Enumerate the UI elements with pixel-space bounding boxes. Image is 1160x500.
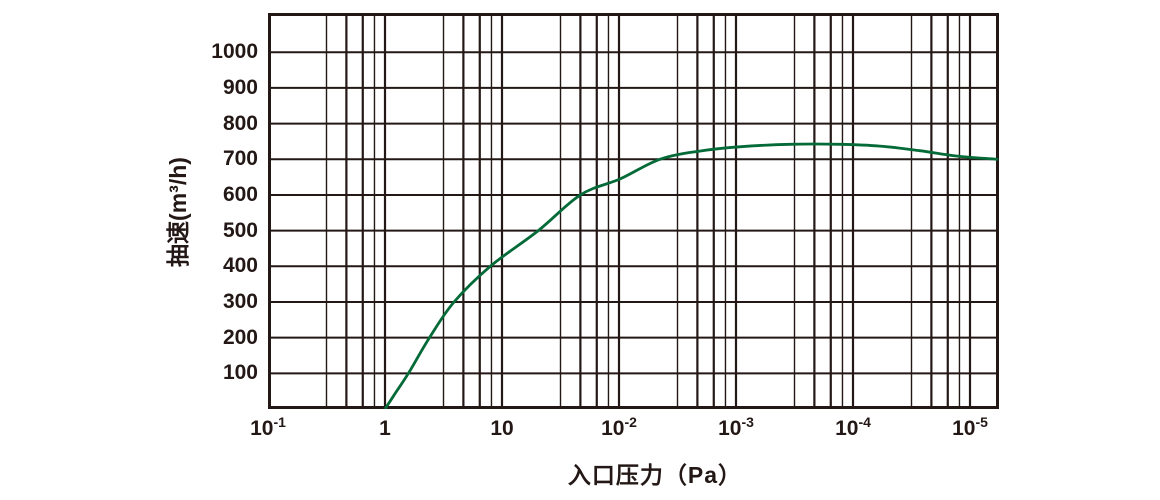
x-tick-base: 10 xyxy=(490,417,514,440)
y-tick-label: 700 xyxy=(222,147,258,171)
x-tick-base: 10 xyxy=(835,417,859,440)
x-tick-exponent: -3 xyxy=(741,414,754,430)
x-tick-base: 10 xyxy=(952,417,976,440)
plot-frame xyxy=(268,13,999,409)
x-tick-base: 1 xyxy=(379,417,391,440)
y-tick-label: 500 xyxy=(222,218,258,242)
y-tick-label: 600 xyxy=(222,182,258,206)
x-tick-base: 10 xyxy=(250,417,274,440)
pumping-speed-curve xyxy=(383,142,999,409)
x-tick-exponent: -1 xyxy=(273,414,286,430)
x-tick-exponent: -4 xyxy=(858,414,871,430)
x-tick-base: 10 xyxy=(601,417,625,440)
x-tick-label: 10 xyxy=(457,417,547,441)
y-tick-label: 1000 xyxy=(211,40,258,64)
x-tick-label: 10-3 xyxy=(691,414,781,441)
y-tick-label: 400 xyxy=(222,254,258,278)
x-tick-exponent: -5 xyxy=(975,414,988,430)
x-tick-base: 10 xyxy=(718,417,742,440)
x-tick-exponent: -2 xyxy=(624,414,637,430)
y-tick-label: 200 xyxy=(222,325,258,349)
y-axis-title: 抽速(m³/h) xyxy=(165,157,191,267)
x-tick-label: 10-4 xyxy=(808,414,898,441)
y-tick-label: 300 xyxy=(222,289,258,313)
x-tick-label: 10-5 xyxy=(925,414,1015,441)
y-tick-label: 100 xyxy=(222,361,258,385)
x-axis-title: 入口压力（Pa） xyxy=(567,462,743,488)
y-tick-label: 800 xyxy=(222,111,258,135)
x-tick-label: 1 xyxy=(340,417,430,441)
x-tick-label: 10-2 xyxy=(574,414,664,441)
plot-area xyxy=(268,13,999,409)
x-tick-label: 10-1 xyxy=(223,414,313,441)
y-tick-label: 900 xyxy=(222,75,258,99)
